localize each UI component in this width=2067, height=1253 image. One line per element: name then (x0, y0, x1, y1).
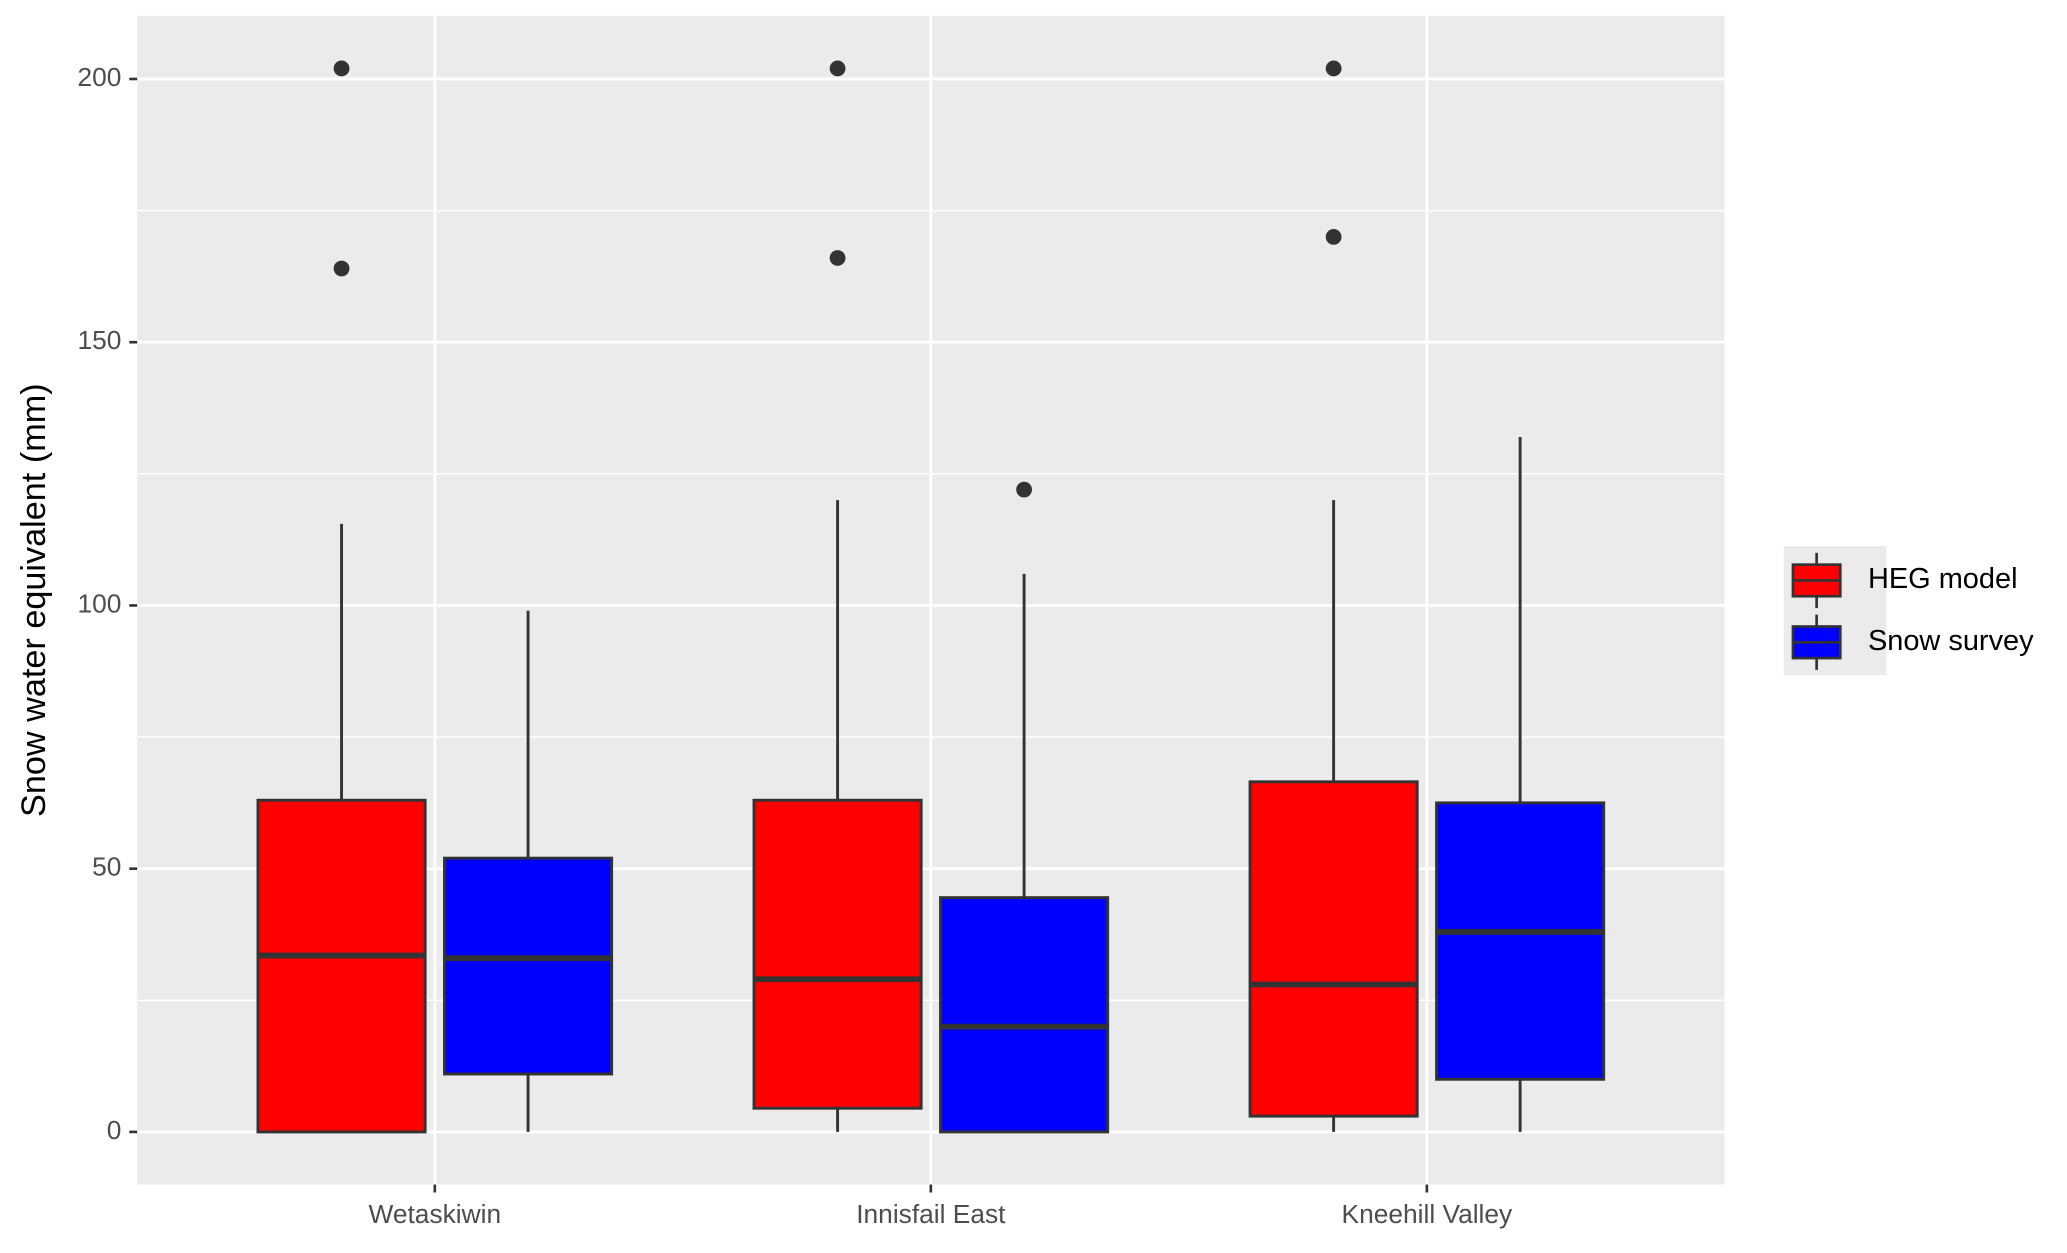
x-tick-label: Wetaskiwin (369, 1199, 502, 1229)
box (1435, 801, 1606, 1081)
outlier (333, 260, 350, 277)
x-tick-label: Innisfail East (856, 1199, 1006, 1229)
y-tick-label: 200 (77, 62, 121, 92)
legend-label: Snow survey (1868, 625, 2034, 657)
outlier (829, 250, 846, 266)
y-tick-label: 150 (77, 325, 121, 355)
box (1248, 780, 1419, 1118)
x-tick-label: Kneehill Valley (1342, 1199, 1513, 1229)
y-tick-label: 100 (77, 588, 121, 618)
box (256, 798, 427, 1134)
box (443, 856, 614, 1076)
y-tick-label: 0 (107, 1115, 122, 1145)
outlier (829, 60, 846, 77)
box (939, 896, 1110, 1134)
box (752, 798, 923, 1110)
outlier (1325, 60, 1342, 77)
y-tick-label: 50 (92, 852, 121, 882)
y-axis-title: Snow water equivalent (mm) (15, 383, 53, 817)
outlier (333, 60, 350, 77)
legend-label: HEG model (1868, 563, 2018, 595)
outlier (1325, 229, 1342, 245)
outlier (1016, 481, 1032, 498)
